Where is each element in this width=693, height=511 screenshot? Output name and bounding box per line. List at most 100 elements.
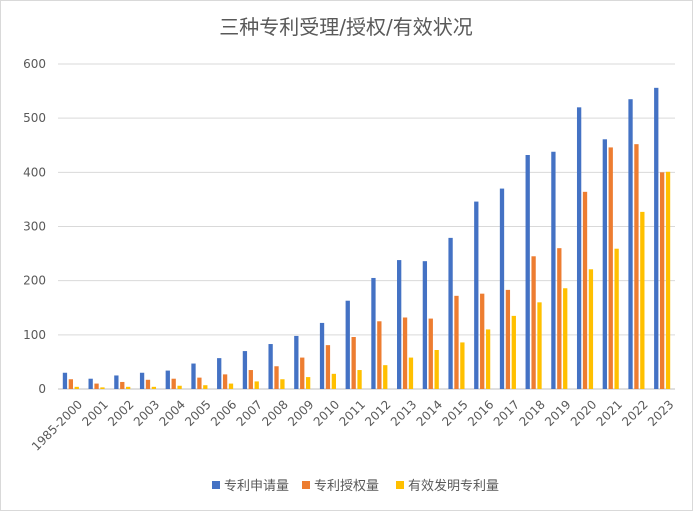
bar-2-2009 <box>305 377 311 389</box>
bar-1-2020 <box>582 191 588 389</box>
bar-2-2005 <box>203 385 208 389</box>
bar-0-2022 <box>628 99 633 390</box>
bar-2-2022 <box>640 211 645 390</box>
bar-2-2001 <box>100 387 105 390</box>
bar-0-2023 <box>654 87 659 389</box>
bar-0-2017 <box>499 188 505 389</box>
bar-1-2018 <box>531 256 536 389</box>
x-tick-label: 2020 <box>568 397 599 428</box>
bar-0-2013 <box>397 260 402 389</box>
bar-1-2002 <box>120 381 125 389</box>
bar-2-2017 <box>511 315 516 390</box>
bar-2-2023 <box>665 171 671 389</box>
bar-1-2015 <box>454 295 459 389</box>
x-tick-label: 2023 <box>645 397 676 428</box>
bar-0-2019 <box>551 151 556 389</box>
x-tick-label: 2004 <box>157 397 188 428</box>
bar-0-2020 <box>576 107 582 389</box>
x-tick-label: 2014 <box>414 397 445 428</box>
bar-2-2006 <box>228 383 234 389</box>
bar-1-2010 <box>325 345 331 390</box>
legend-swatch-2 <box>396 481 404 489</box>
x-tick-label: 2008 <box>259 397 290 428</box>
y-tick-label: 200 <box>23 274 46 288</box>
bar-0-2021 <box>602 139 607 389</box>
y-tick-label: 600 <box>23 57 46 71</box>
legend-label-0: 专利申请量 <box>224 479 289 494</box>
bar-2-2011 <box>357 370 362 389</box>
bar-1-2014 <box>428 318 433 389</box>
bar-2-2018 <box>537 302 542 389</box>
bar-1-2001 <box>94 383 99 389</box>
bar-2-2016 <box>485 329 491 389</box>
bar-2-2020 <box>588 269 594 389</box>
x-tick-label: 2018 <box>516 397 547 428</box>
bar-2-2004 <box>177 385 182 389</box>
bar-1-2007 <box>248 370 253 389</box>
bar-0-2004 <box>165 370 170 389</box>
bar-1-2023 <box>660 172 665 389</box>
bar-2-2007 <box>254 381 259 389</box>
bar-0-2003 <box>139 372 145 389</box>
bar-0-2009 <box>294 335 299 389</box>
bar-2-2013 <box>408 357 414 389</box>
x-tick-label: 2010 <box>311 397 342 428</box>
bar-2-2010 <box>331 373 336 389</box>
legend-swatch-0 <box>212 481 220 489</box>
bar-1-2012 <box>377 321 382 389</box>
bar-1-2019 <box>557 248 562 389</box>
x-tick-label: 2002 <box>105 397 136 428</box>
y-tick-label: 0 <box>38 382 46 396</box>
bar-2-2003 <box>151 386 157 389</box>
bars <box>62 87 671 390</box>
bar-0-2012 <box>371 277 376 389</box>
bar-0-2014 <box>422 261 428 389</box>
bar-1-2004 <box>171 378 176 389</box>
x-tick-label: 2012 <box>362 397 393 428</box>
x-tick-label: 2022 <box>619 397 650 428</box>
bar-0-2005 <box>191 363 196 389</box>
bar-1-2009 <box>300 357 305 389</box>
bar-2-2021 <box>614 248 619 389</box>
legend-label-2: 有效发明专利量 <box>408 478 499 494</box>
gridlines <box>58 63 675 390</box>
y-tick-label: 500 <box>23 111 46 125</box>
y-tick-label: 300 <box>23 220 46 234</box>
legend-swatch-1 <box>302 481 310 489</box>
y-tick-label: 400 <box>23 165 46 179</box>
bar-2-1985-2000 <box>74 386 79 389</box>
bar-0-2006 <box>217 358 222 390</box>
bar-1-2011 <box>351 337 356 389</box>
x-tick-label: 2007 <box>234 397 265 428</box>
bar-2-2012 <box>383 365 388 389</box>
x-tick-label: 1985-2000 <box>29 397 85 453</box>
bar-1-2017 <box>505 289 511 390</box>
bar-0-2001 <box>88 378 93 389</box>
bar-2-2008 <box>280 379 285 389</box>
bar-1-1985-2000 <box>68 379 73 389</box>
bar-0-2007 <box>242 351 248 389</box>
bar-0-2018 <box>525 155 530 389</box>
y-tick-label: 100 <box>23 328 46 342</box>
bar-2-2015 <box>460 342 465 389</box>
legend: 专利申请量 专利授权量 有效发明专利量 <box>212 478 499 494</box>
x-tick-label: 2019 <box>542 397 573 428</box>
bar-1-2006 <box>222 374 228 390</box>
x-tick-label: 2009 <box>285 397 316 428</box>
bar-1-2003 <box>145 379 151 389</box>
bar-2-2019 <box>563 288 568 389</box>
x-axis-labels: 1985-20002001200220032004200520062007200… <box>29 397 676 453</box>
bar-1-2008 <box>274 366 279 389</box>
x-tick-label: 2013 <box>388 397 419 428</box>
chart-title: 三种专利受理/授权/有效状况 <box>219 15 472 39</box>
x-tick-label: 2001 <box>79 397 110 428</box>
x-tick-label: 2017 <box>491 397 522 428</box>
x-tick-label: 2005 <box>182 397 213 428</box>
legend-label-1: 专利授权量 <box>314 478 379 494</box>
bar-1-2022 <box>634 144 639 389</box>
bar-0-2016 <box>474 201 479 389</box>
x-tick-label: 2015 <box>439 397 470 428</box>
bar-2-2002 <box>126 386 131 389</box>
x-tick-label: 2016 <box>465 397 496 428</box>
